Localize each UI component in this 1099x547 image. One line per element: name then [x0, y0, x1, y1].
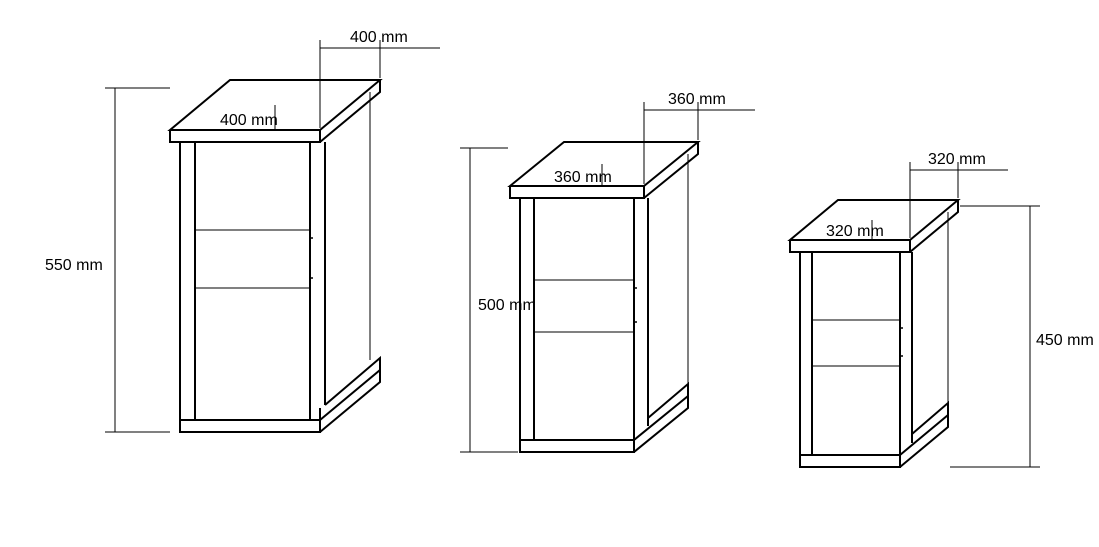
label-depth-small: 320 mm — [928, 151, 986, 168]
dim-depth-large: 400 mm — [320, 29, 440, 128]
label-height-large: 550 mm — [45, 257, 103, 274]
table-small-group — [790, 200, 958, 467]
table-large-group — [170, 80, 380, 432]
label-width-medium: 360 mm — [554, 169, 612, 186]
dim-height-large: 550 mm — [45, 88, 170, 432]
dim-height-medium: 500 mm — [460, 148, 536, 452]
technical-drawing: 550 mm 400 mm 400 mm — [0, 0, 1099, 547]
label-depth-medium: 360 mm — [668, 91, 726, 108]
label-width-large: 400 mm — [220, 112, 278, 129]
label-depth-large: 400 mm — [350, 29, 408, 46]
label-height-small: 450 mm — [1036, 332, 1094, 349]
table-medium-group — [510, 142, 698, 452]
label-height-medium: 500 mm — [478, 297, 536, 314]
dim-depth-small: 320 mm — [910, 151, 1008, 238]
dim-width-medium: 360 mm — [554, 169, 612, 186]
drawing-canvas: 550 mm 400 mm 400 mm — [0, 0, 1099, 547]
dim-height-small: 450 mm — [950, 206, 1094, 467]
dim-width-large: 400 mm — [220, 112, 278, 129]
dim-width-small: 320 mm — [826, 223, 884, 240]
label-width-small: 320 mm — [826, 223, 884, 240]
dim-depth-medium: 360 mm — [644, 91, 755, 184]
